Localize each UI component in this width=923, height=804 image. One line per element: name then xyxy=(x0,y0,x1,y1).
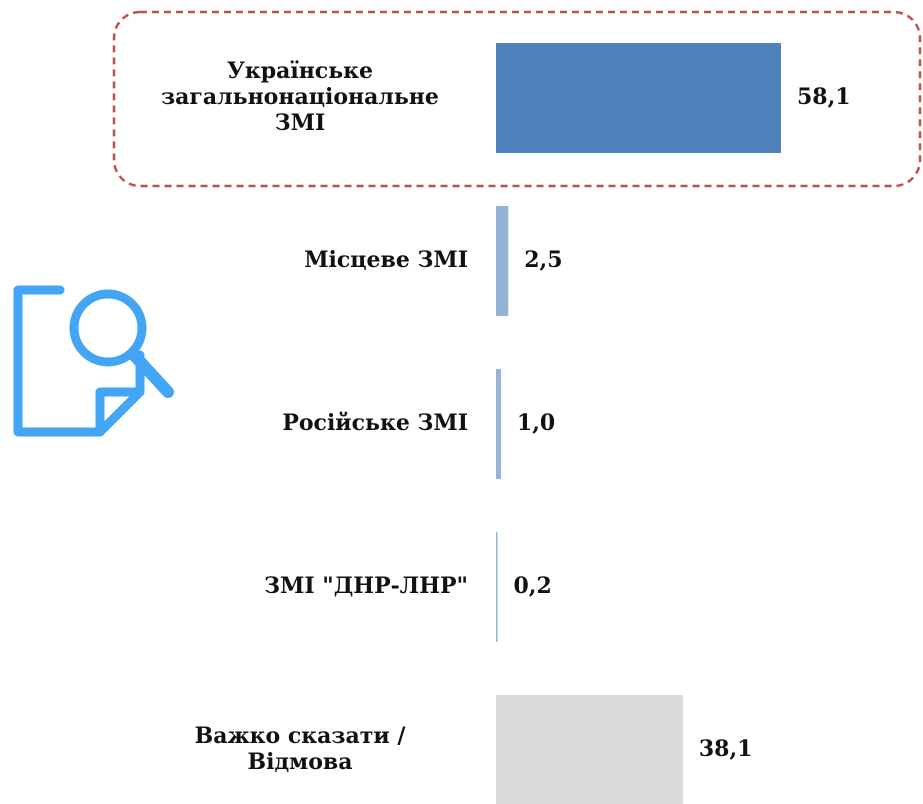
value-label: 1,0 xyxy=(517,410,555,436)
category-label: Місцеве ЗМІ xyxy=(304,247,468,273)
bar xyxy=(496,695,683,804)
search-document-icon xyxy=(13,285,174,437)
bar xyxy=(496,369,501,479)
category-label: Важко сказати / Відмова xyxy=(195,723,407,775)
bar xyxy=(496,532,498,642)
category-label: ЗМІ "ДНР-ЛНР" xyxy=(264,573,468,599)
highlight-frame xyxy=(112,10,922,188)
icon-handle xyxy=(127,348,174,398)
value-label: 0,2 xyxy=(514,573,552,599)
bar xyxy=(496,206,509,316)
category-label: Українське загальнонаціональне ЗМІ xyxy=(161,58,439,136)
value-label: 2,5 xyxy=(524,247,562,273)
icon-page xyxy=(13,285,145,437)
category-label: Російське ЗМІ xyxy=(282,410,468,436)
bar xyxy=(496,43,781,153)
icon-fold xyxy=(95,387,145,437)
icon-lens xyxy=(69,289,147,367)
value-label: 38,1 xyxy=(699,736,753,762)
value-label: 58,1 xyxy=(797,84,851,110)
